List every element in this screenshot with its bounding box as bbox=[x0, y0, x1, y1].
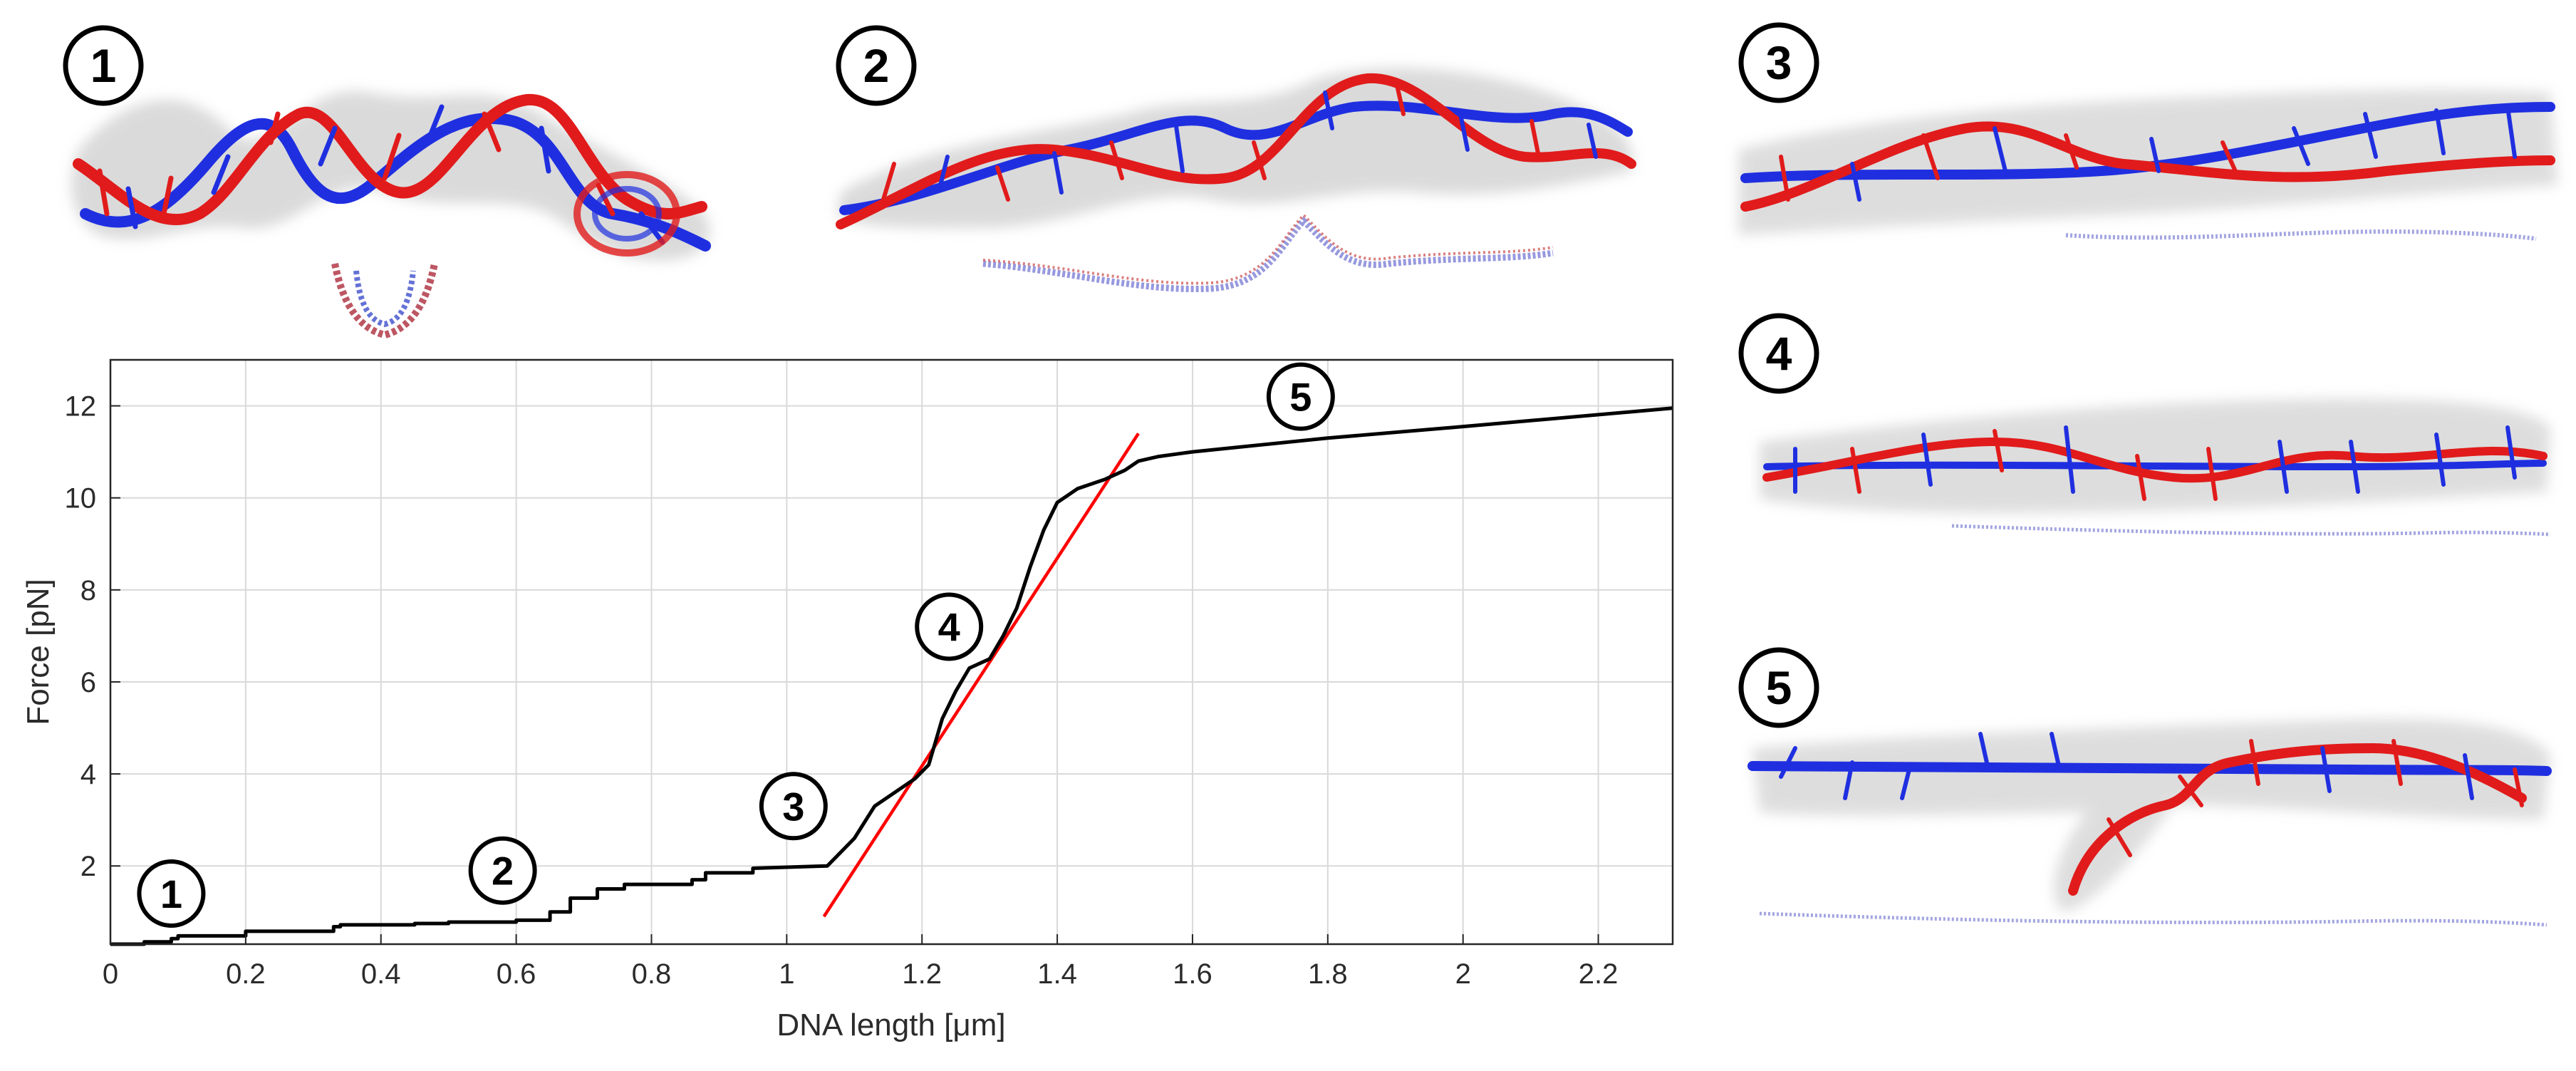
molecule-panel-4 bbox=[1760, 399, 2551, 537]
y-tick-label: 6 bbox=[80, 667, 96, 698]
x-tick-label: 0.8 bbox=[632, 958, 672, 990]
series-line-linear-fit bbox=[822, 433, 1140, 918]
panel-label-2: 2 bbox=[836, 25, 917, 106]
chart-annotations: 1 2 3 4 5 bbox=[137, 362, 1335, 928]
panel-label-4: 4 bbox=[1738, 313, 1819, 394]
annotation-circle bbox=[468, 836, 537, 905]
x-tick-label: 0.6 bbox=[497, 958, 536, 990]
y-tick-label: 8 bbox=[80, 575, 96, 606]
panel-label-5: 5 bbox=[1738, 647, 1819, 728]
x-tick-label: 1.2 bbox=[902, 958, 942, 990]
panel-label-2-text: 2 bbox=[863, 39, 890, 92]
panel-label-3: 3 bbox=[1738, 22, 1819, 103]
series-line-force-extension bbox=[110, 406, 1673, 946]
x-tick-label: 2 bbox=[1455, 958, 1471, 990]
panel-label-3-text: 3 bbox=[1766, 36, 1792, 89]
fit-line-layer bbox=[822, 433, 1140, 918]
y-tick-label: 12 bbox=[65, 391, 97, 423]
x-tick-label: 1 bbox=[779, 958, 794, 990]
molecule-panel-2 bbox=[836, 68, 1636, 293]
annotation-circle bbox=[759, 772, 828, 841]
annotation-label: 5 bbox=[1289, 375, 1312, 420]
panel-label-1-text: 1 bbox=[90, 39, 117, 92]
panel-label-1: 1 bbox=[63, 25, 144, 106]
x-tick-label: 1.8 bbox=[1308, 958, 1348, 990]
panel-label-5-text: 5 bbox=[1766, 661, 1792, 714]
panel-label-4-text: 4 bbox=[1766, 327, 1792, 380]
x-tick-label: 2.2 bbox=[1579, 958, 1619, 990]
y-tick-label: 2 bbox=[80, 851, 96, 882]
annotation-circle bbox=[137, 859, 206, 928]
plot-area bbox=[110, 360, 1673, 944]
x-tick-label: 0.2 bbox=[226, 958, 266, 990]
annotation-label: 3 bbox=[782, 784, 804, 829]
molecule-panel-3 bbox=[1738, 89, 2557, 241]
y-tick-label: 4 bbox=[80, 759, 96, 790]
x-tick-label: 0.4 bbox=[361, 958, 401, 990]
x-tick-label: 0 bbox=[103, 958, 118, 990]
molecule-panel-1 bbox=[71, 90, 711, 339]
plot-frame bbox=[109, 358, 1674, 946]
annotation-label: 2 bbox=[492, 849, 514, 894]
annotation-label: 4 bbox=[938, 604, 960, 649]
y-tick-label: 10 bbox=[65, 483, 97, 514]
molecule-panel-5 bbox=[1747, 719, 2552, 927]
x-tick-label: 1.6 bbox=[1173, 958, 1212, 990]
x-axis-label: DNA length [μm] bbox=[777, 1008, 1005, 1042]
annotation-circle bbox=[915, 592, 984, 661]
annotation-label: 1 bbox=[160, 871, 182, 916]
y-axis-label: Force [pN] bbox=[21, 579, 56, 725]
curve-layer bbox=[110, 406, 1673, 946]
x-tick-label: 1.4 bbox=[1037, 958, 1077, 990]
annotation-circle bbox=[1266, 362, 1335, 431]
